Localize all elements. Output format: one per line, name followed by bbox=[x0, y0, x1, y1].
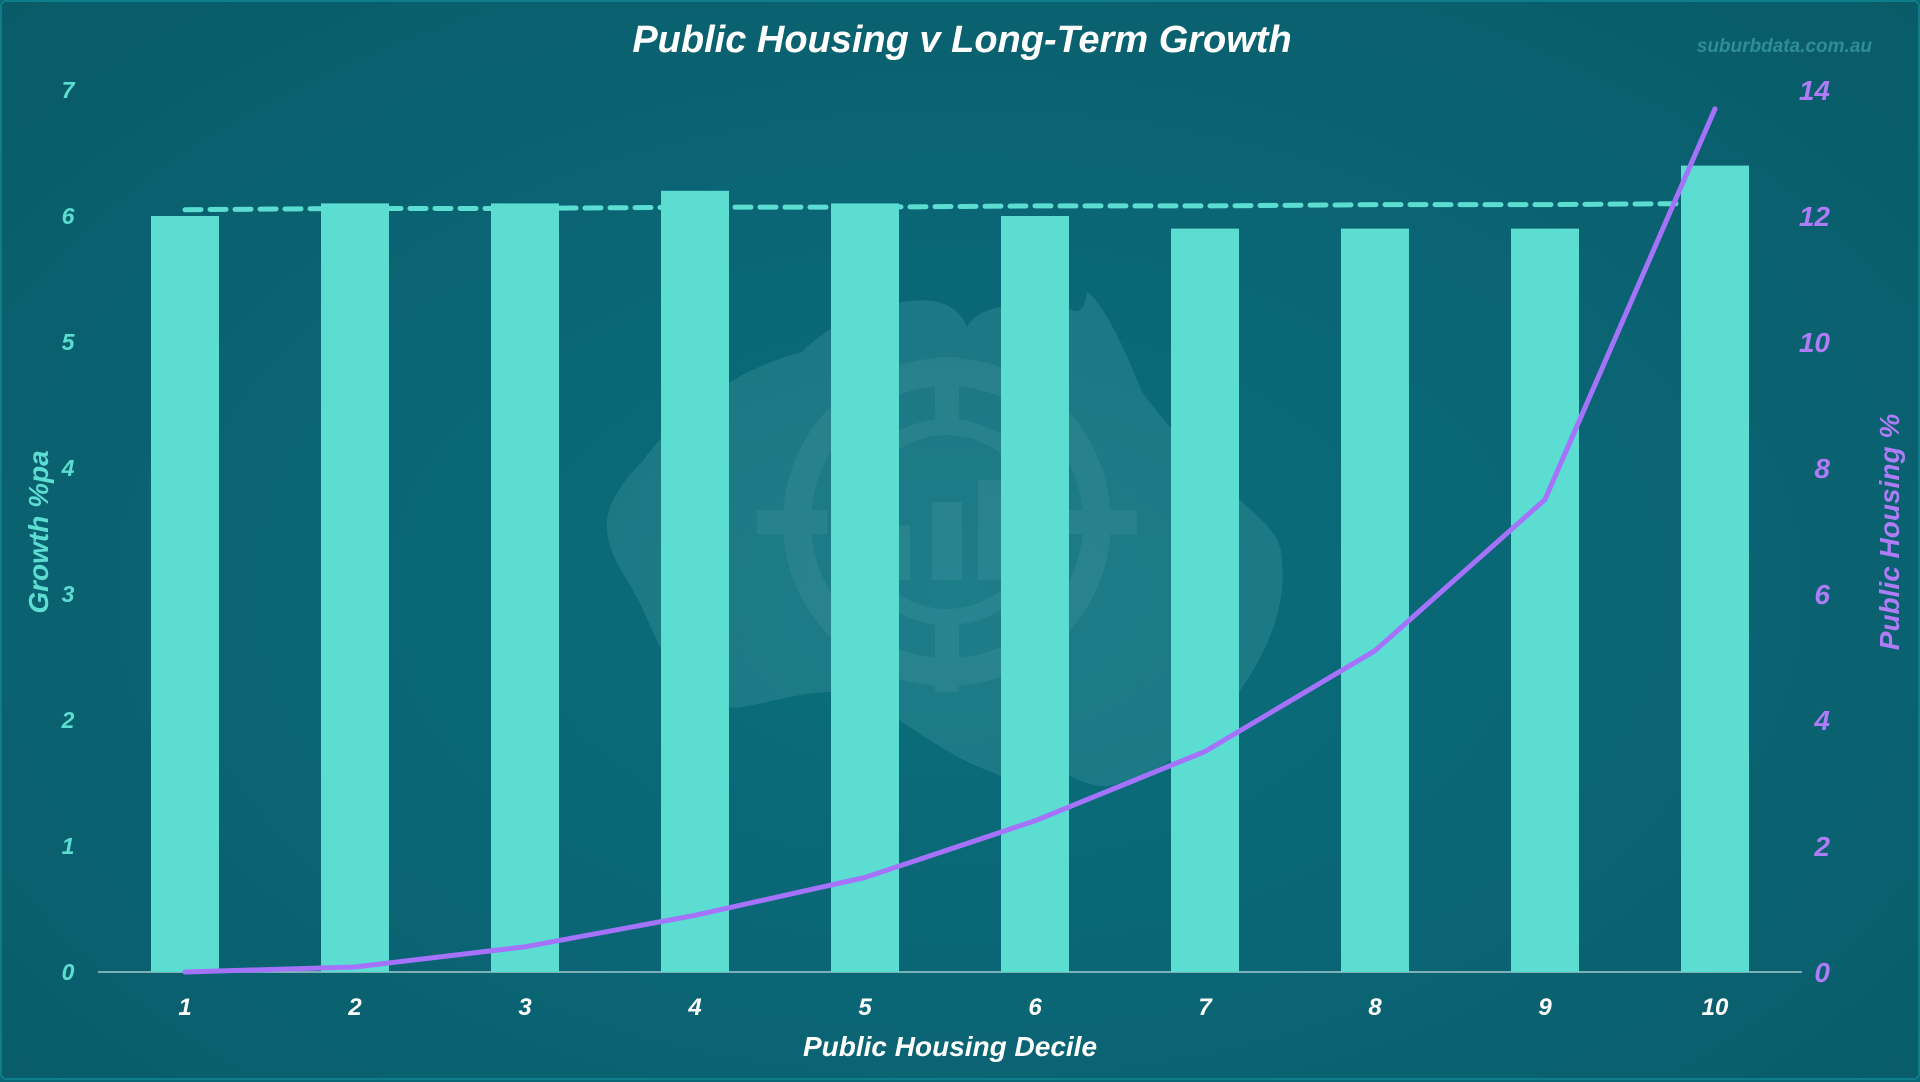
x-tick-10: 10 bbox=[1702, 994, 1729, 1021]
bar-decile-3 bbox=[491, 203, 559, 972]
bar-decile-2 bbox=[321, 203, 389, 972]
x-tick-8: 8 bbox=[1368, 994, 1382, 1021]
x-tick-4: 4 bbox=[687, 994, 701, 1021]
x-tick-9: 9 bbox=[1538, 994, 1552, 1021]
y-tick-right-12: 12 bbox=[1799, 201, 1831, 232]
bar-decile-9 bbox=[1511, 229, 1579, 972]
y-tick-right-4: 4 bbox=[1813, 705, 1830, 736]
bar-decile-7 bbox=[1171, 229, 1239, 972]
y-tick-left-7: 7 bbox=[62, 77, 76, 103]
y-tick-left-6: 6 bbox=[62, 203, 75, 229]
chart-title: Public Housing v Long-Term Growth bbox=[632, 19, 1291, 61]
x-tick-2: 2 bbox=[347, 994, 362, 1021]
bar-decile-8 bbox=[1341, 229, 1409, 972]
y-axis-label-left: Growth %pa bbox=[23, 450, 54, 613]
y-tick-left-4: 4 bbox=[61, 455, 75, 481]
y-tick-right-2: 2 bbox=[1813, 831, 1830, 862]
x-tick-6: 6 bbox=[1028, 994, 1042, 1021]
y-tick-right-10: 10 bbox=[1799, 327, 1831, 358]
y-tick-right-6: 6 bbox=[1814, 579, 1830, 610]
bar-decile-10 bbox=[1681, 166, 1749, 972]
trend-line bbox=[185, 203, 1715, 209]
bar-decile-5 bbox=[831, 203, 899, 972]
x-tick-3: 3 bbox=[518, 994, 532, 1021]
x-axis-label: Public Housing Decile bbox=[803, 1031, 1097, 1062]
site-watermark: suburbdata.com.au bbox=[1697, 36, 1873, 57]
y-axis-label-right: Public Housing % bbox=[1874, 414, 1905, 651]
y-tick-left-1: 1 bbox=[62, 833, 75, 859]
bar-decile-6 bbox=[1001, 216, 1069, 972]
bar-decile-1 bbox=[151, 216, 219, 972]
x-tick-5: 5 bbox=[858, 994, 872, 1021]
x-tick-7: 7 bbox=[1198, 994, 1213, 1021]
y-tick-right-0: 0 bbox=[1814, 957, 1830, 988]
x-tick-1: 1 bbox=[178, 994, 191, 1021]
y-tick-left-3: 3 bbox=[62, 581, 75, 607]
y-tick-right-8: 8 bbox=[1814, 453, 1830, 484]
y-tick-right-14: 14 bbox=[1799, 75, 1831, 106]
y-tick-left-2: 2 bbox=[61, 707, 75, 733]
y-tick-left-5: 5 bbox=[62, 329, 76, 355]
trend-line-series bbox=[185, 203, 1715, 209]
bar-decile-4 bbox=[661, 191, 729, 972]
y-tick-left-0: 0 bbox=[62, 959, 75, 985]
